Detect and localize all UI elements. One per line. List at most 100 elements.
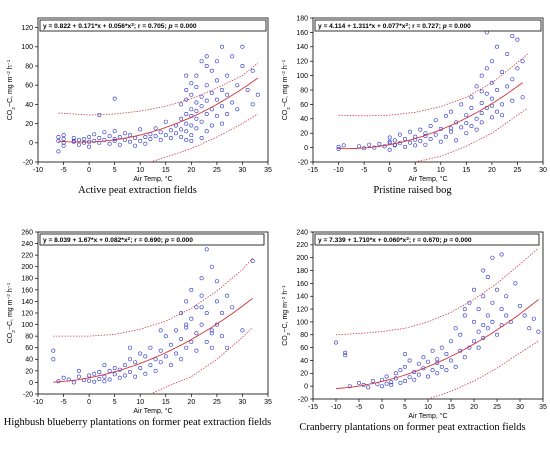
data-point: [71, 380, 76, 385]
data-point: [199, 322, 204, 327]
data-point: [199, 94, 204, 99]
data-point: [416, 361, 421, 366]
data-point: [423, 142, 428, 147]
chart-caption: Cranberry plantations on former peat ext…: [299, 422, 526, 433]
chart-panel-cranberry: -15 -10 -5 0 5 10 15 20 25 30 35 -20 0 20 40 60 80 100 120…: [275, 224, 550, 448]
y-tick-label: 0: [304, 145, 308, 152]
data-point: [199, 305, 204, 310]
chart-svg: -15 -10 -5 0 5 10 15 20 25 30 35 -20 0 20 40 60 80 100 120…: [281, 229, 547, 420]
x-tick-label: 25: [213, 399, 221, 406]
data-point: [510, 77, 515, 82]
data-point: [407, 375, 412, 380]
x-tick-label: 5: [403, 404, 407, 411]
data-point: [472, 339, 477, 344]
y-tick-label: 80: [300, 332, 308, 339]
data-point: [214, 279, 219, 284]
x-tick-label: -5: [60, 399, 66, 406]
data-point: [122, 373, 127, 378]
data-point: [504, 313, 509, 318]
y-tick-label: 100: [296, 73, 308, 80]
data-point: [474, 127, 479, 132]
data-point: [189, 123, 194, 128]
data-point: [133, 374, 138, 379]
data-point: [220, 311, 225, 316]
data-point: [112, 138, 117, 143]
data-point: [199, 104, 204, 109]
data-point: [209, 345, 214, 350]
data-point: [500, 102, 505, 107]
data-point: [416, 372, 421, 377]
data-point: [531, 316, 536, 321]
data-point: [515, 37, 520, 42]
data-point: [403, 137, 408, 142]
data-point: [179, 116, 184, 121]
data-point: [403, 144, 408, 149]
data-point: [163, 133, 168, 138]
data-point: [490, 255, 495, 260]
data-point: [469, 95, 474, 100]
y-axis-title: CO2−C, mg m−2 h−1: [281, 59, 292, 120]
data-point: [184, 97, 189, 102]
y-tick-label: 20: [300, 371, 308, 378]
data-point: [117, 375, 122, 380]
data-point: [484, 66, 489, 71]
x-tick-label: -5: [356, 404, 362, 411]
data-point: [449, 358, 454, 363]
data-point: [357, 380, 362, 385]
data-point: [430, 368, 435, 373]
data-point: [199, 119, 204, 124]
data-point: [479, 73, 484, 78]
data-point: [250, 68, 255, 73]
data-point: [107, 134, 112, 139]
data-point: [184, 325, 189, 330]
data-point: [513, 281, 518, 286]
data-point: [443, 134, 448, 139]
data-point: [71, 138, 76, 143]
data-point: [179, 337, 184, 342]
data-point: [428, 124, 433, 129]
data-point: [472, 287, 477, 292]
data-point: [194, 116, 199, 121]
data-point: [97, 370, 102, 375]
data-point: [153, 126, 158, 131]
x-tick-label: 10: [136, 399, 144, 406]
y-tick-label: 120: [21, 310, 33, 317]
data-point: [102, 137, 107, 142]
chart-svg: -10 -5 0 5 10 15 20 25 30 35 -20 0 20 40 60 80 100 120 Air…: [6, 17, 272, 183]
data-point: [387, 135, 392, 140]
data-point: [122, 131, 127, 136]
data-point: [97, 377, 102, 382]
data-point: [138, 127, 143, 132]
data-point: [490, 300, 495, 305]
x-tick-label: -10: [33, 167, 43, 174]
data-point: [366, 385, 371, 390]
data-point: [333, 340, 338, 345]
data-point: [184, 73, 189, 78]
data-point: [204, 98, 209, 103]
y-tick-label: 60: [300, 345, 308, 352]
data-point: [467, 300, 472, 305]
data-point: [163, 334, 168, 339]
data-point: [214, 78, 219, 83]
data-point: [179, 102, 184, 107]
data-point: [56, 135, 61, 140]
data-point: [209, 123, 214, 128]
fit-curve: [58, 77, 259, 143]
x-axis-title: Air Temp, °C: [408, 175, 447, 183]
data-point: [444, 352, 449, 357]
data-point: [189, 138, 194, 143]
data-point: [76, 137, 81, 142]
y-tick-label: 60: [300, 102, 308, 109]
y-tick-label: 20: [25, 121, 33, 128]
data-point: [230, 54, 235, 59]
data-point: [214, 97, 219, 102]
x-tick-label: 15: [447, 404, 455, 411]
data-point: [389, 382, 394, 387]
x-tick-label: 30: [539, 167, 547, 174]
y-tick-label: 20: [25, 368, 33, 375]
data-point: [189, 316, 194, 321]
data-point: [403, 379, 408, 384]
data-point: [158, 130, 163, 135]
x-tick-label: 30: [516, 404, 524, 411]
data-point: [61, 375, 66, 380]
